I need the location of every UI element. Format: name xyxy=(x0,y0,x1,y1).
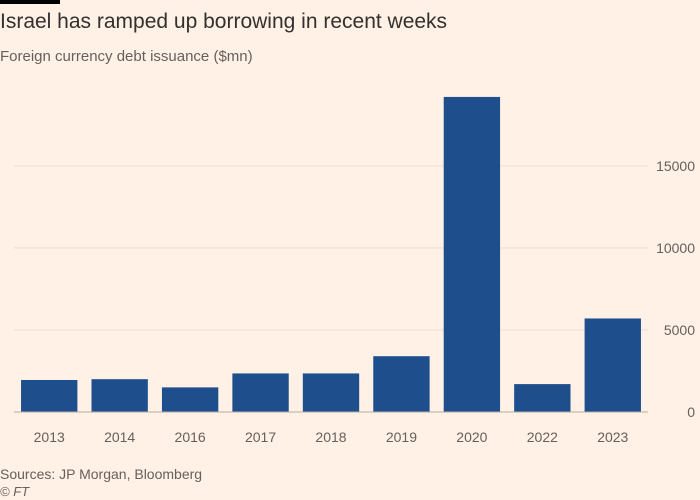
x-tick-label: 2019 xyxy=(386,429,417,445)
source-note: Sources: JP Morgan, Bloomberg xyxy=(0,466,203,482)
y-tick-label: 10000 xyxy=(656,240,695,256)
bar-2023 xyxy=(584,318,641,412)
x-tick-label: 2016 xyxy=(175,429,206,445)
y-tick-label: 5000 xyxy=(664,322,695,338)
chart-subtitle: Foreign currency debt issuance ($mn) xyxy=(0,48,253,65)
bar-2017 xyxy=(232,373,289,412)
x-tick-label: 2014 xyxy=(104,429,135,445)
ft-credit: © FT xyxy=(0,484,30,499)
x-tick-label: 2020 xyxy=(456,429,487,445)
bar-2022 xyxy=(514,384,571,412)
bar-2013 xyxy=(21,380,78,412)
ft-top-rule xyxy=(0,0,60,4)
bar-2014 xyxy=(91,379,148,412)
bar-2020 xyxy=(443,96,501,412)
y-tick-label: 0 xyxy=(687,404,695,420)
y-tick-label: 15000 xyxy=(656,158,695,174)
x-tick-label: 2022 xyxy=(527,429,558,445)
bar-2019 xyxy=(373,356,430,412)
x-tick-label: 2023 xyxy=(597,429,628,445)
x-tick-label: 2018 xyxy=(315,429,346,445)
bar-2016 xyxy=(161,387,219,412)
x-tick-label: 2013 xyxy=(34,429,65,445)
chart-title: Israel has ramped up borrowing in recent… xyxy=(0,10,448,33)
x-tick-label: 2017 xyxy=(245,429,276,445)
bar-2018 xyxy=(302,373,360,412)
